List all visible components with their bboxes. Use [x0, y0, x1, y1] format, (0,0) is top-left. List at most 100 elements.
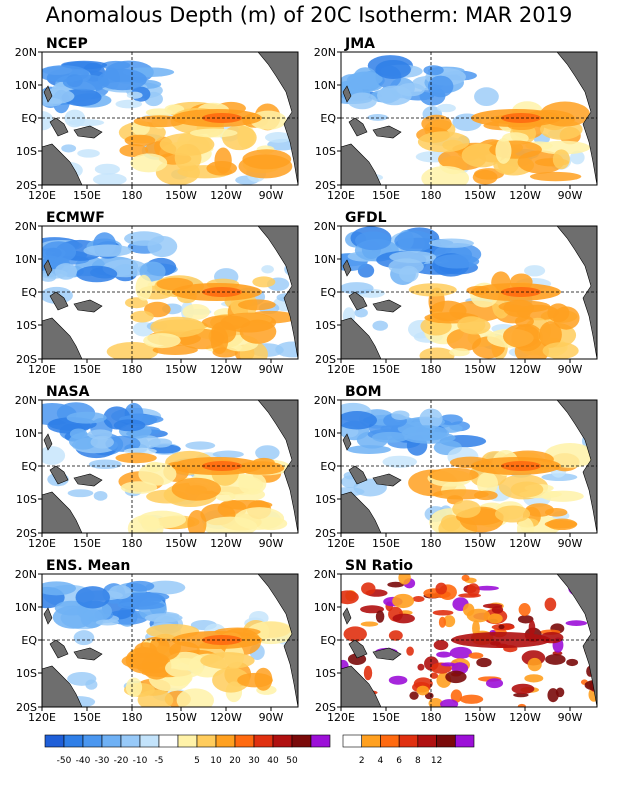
x-tick-label: 120W	[210, 363, 242, 376]
y-tick-label: EQ	[320, 460, 336, 473]
x-tick-label: 90W	[558, 711, 583, 724]
x-tick-label: 150W	[165, 189, 197, 202]
panel-label: BOM	[345, 384, 382, 400]
field	[341, 574, 597, 707]
x-tick-label: 120W	[210, 537, 242, 550]
x-tick-label: 120W	[509, 363, 541, 376]
y-tick-label: 10S	[315, 667, 336, 680]
colorbar-swatch	[454, 734, 475, 748]
x-tick-label: 150E	[372, 711, 400, 724]
land-americas	[556, 52, 597, 185]
x-tick-label: 90W	[558, 363, 583, 376]
colorbar-label: -30	[95, 756, 110, 766]
x-tick-label: 150W	[464, 189, 496, 202]
land-australia	[42, 491, 83, 533]
y-tick-label: 20N	[15, 568, 37, 581]
y-tick-label: 20S	[16, 179, 37, 192]
colorbar-swatch	[139, 734, 160, 748]
x-tick-label: 150E	[372, 537, 400, 550]
y-tick-label: 10S	[16, 667, 37, 680]
colorbar-swatch	[380, 734, 400, 748]
x-tick-label: 180	[421, 363, 442, 376]
x-tick-label: 150E	[73, 363, 101, 376]
field	[42, 574, 298, 707]
figure-title: Anomalous Depth (m) of 20C Isotherm: MAR…	[46, 3, 573, 27]
x-tick-label: 150E	[73, 537, 101, 550]
colorbar-swatch	[398, 734, 419, 748]
colorbar-label: -50	[57, 756, 72, 766]
colorbar-label: 6	[396, 756, 402, 766]
y-tick-label: 20N	[314, 394, 336, 407]
colorbar-swatch	[44, 734, 65, 748]
y-tick-label: 20N	[314, 220, 336, 233]
x-tick-label: 120E	[28, 189, 56, 202]
colorbar-label: 20	[229, 756, 241, 766]
x-tick-label: 120W	[509, 189, 541, 202]
land-australia	[341, 665, 382, 707]
panel-label: NASA	[46, 384, 90, 400]
y-tick-label: 10S	[315, 319, 336, 332]
y-tick-label: 20N	[15, 394, 37, 407]
colorbar-swatch	[342, 734, 363, 748]
colorbar-swatch	[234, 734, 255, 748]
panel-nasa: NASA 120E 150E 180 150W 120W 90W 20N 10N EQ 10S 20S	[15, 384, 299, 550]
x-tick-label: 180	[421, 711, 442, 724]
land-americas	[257, 52, 298, 185]
x-tick-label: 180	[421, 537, 442, 550]
land-americas	[556, 400, 597, 533]
x-tick-label: 150W	[165, 363, 197, 376]
panel-label: GFDL	[345, 210, 387, 226]
y-tick-label: EQ	[21, 460, 37, 473]
colorbar-label: 8	[415, 756, 421, 766]
x-tick-label: 150E	[73, 189, 101, 202]
land-americas	[556, 574, 597, 707]
panel-ecmwf: ECMWF 120E 150E 180 150W 120W 90W 20N 10N EQ 10S 20…	[15, 210, 299, 376]
y-tick-label: 20N	[314, 46, 336, 59]
x-tick-label: 120E	[28, 537, 56, 550]
colorbar-anomaly: -50 -40 -30 -20 -10 -5 5 10 20 30 40 50	[44, 734, 331, 766]
x-tick-label: 90W	[259, 363, 284, 376]
land-australia	[42, 143, 83, 185]
y-tick-label: EQ	[320, 286, 336, 299]
x-tick-label: 120E	[327, 363, 355, 376]
colorbar-label: 10	[210, 756, 222, 766]
colorbar-swatch	[253, 734, 274, 748]
colorbar-swatch	[63, 734, 84, 748]
x-tick-label: 90W	[259, 189, 284, 202]
colorbar-swatch	[291, 734, 312, 748]
x-tick-label: 180	[122, 189, 143, 202]
x-tick-label: 180	[122, 711, 143, 724]
y-tick-label: 20N	[15, 46, 37, 59]
panel-label: ECMWF	[46, 210, 105, 226]
colorbar-swatch	[82, 734, 103, 748]
colorbar-swatch	[120, 734, 141, 748]
x-tick-label: 90W	[558, 189, 583, 202]
field	[341, 52, 597, 185]
land-australia	[341, 317, 382, 359]
panel-label: SN Ratio	[345, 558, 413, 574]
panel-sn-ratio: SN Ratio 120E 150E 180 150W 120W 90W 20N 10N EQ 10…	[314, 558, 598, 724]
colorbar-swatch	[417, 734, 437, 748]
x-tick-label: 120W	[210, 189, 242, 202]
y-tick-label: 10N	[314, 79, 336, 92]
land-australia	[341, 491, 382, 533]
y-tick-label: 20S	[315, 179, 336, 192]
y-tick-label: 10N	[314, 253, 336, 266]
x-tick-label: 120W	[509, 711, 541, 724]
y-tick-label: 10S	[315, 145, 336, 158]
colorbar-snr: 2 4 6 8 12	[342, 734, 475, 766]
y-tick-label: EQ	[21, 112, 37, 125]
y-tick-label: 20S	[315, 527, 336, 540]
colorbar-swatch	[101, 734, 122, 748]
colorbar-label: 40	[267, 756, 279, 766]
land-americas	[257, 574, 298, 707]
y-tick-label: 20S	[16, 527, 37, 540]
x-tick-label: 120E	[28, 711, 56, 724]
y-tick-label: 20S	[16, 701, 37, 714]
colorbar-swatch	[196, 734, 217, 748]
colorbar-label: -40	[76, 756, 91, 766]
x-tick-label: 120E	[327, 537, 355, 550]
colorbar-label: 12	[431, 756, 442, 766]
panel-label: ENS. Mean	[46, 558, 130, 574]
y-tick-label: 10N	[15, 601, 37, 614]
